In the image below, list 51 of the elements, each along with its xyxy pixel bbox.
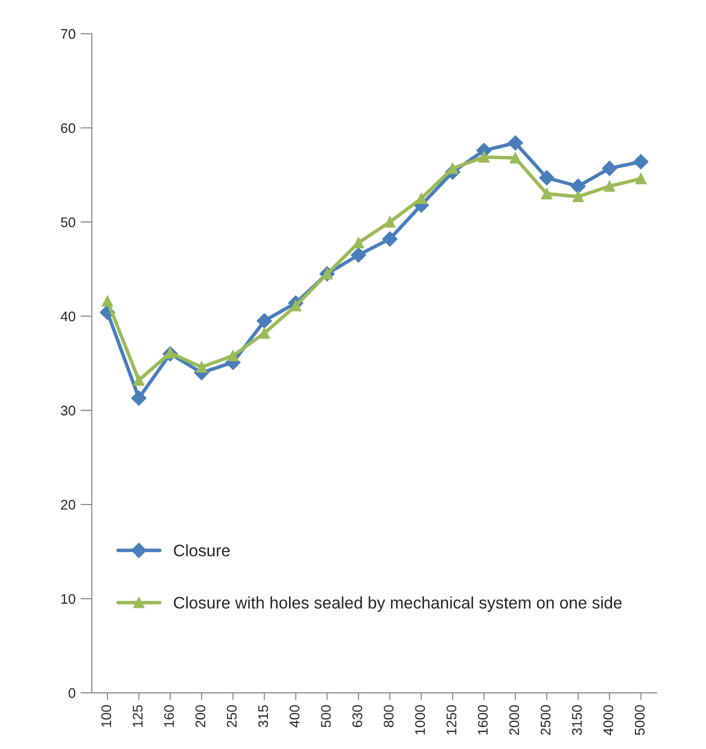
point bbox=[604, 180, 616, 192]
x-tick-label: 500 bbox=[321, 705, 331, 728]
y-tick-label: 50 bbox=[60, 217, 76, 228]
x-tick-label: 5000 bbox=[634, 705, 645, 735]
x-tick-label: 100 bbox=[101, 705, 112, 727]
x-tick-label: 630 bbox=[352, 705, 362, 728]
point bbox=[416, 192, 427, 204]
legend-label: Closure bbox=[174, 544, 230, 556]
point bbox=[350, 247, 366, 263]
x-tick-label: 315 bbox=[258, 705, 268, 728]
point bbox=[570, 178, 586, 194]
x-tick-label: 2500 bbox=[540, 705, 550, 735]
point bbox=[133, 374, 144, 386]
point bbox=[510, 152, 521, 164]
x-tick-label: 400 bbox=[290, 705, 300, 728]
point bbox=[131, 390, 146, 406]
x-tick-label: 200 bbox=[195, 705, 206, 728]
point bbox=[508, 135, 523, 150]
y-tick-label: 70 bbox=[61, 29, 76, 39]
point bbox=[633, 154, 648, 170]
point bbox=[227, 350, 239, 362]
y-tick-label: 20 bbox=[61, 500, 76, 510]
point bbox=[539, 170, 554, 186]
x-tick-label: 160 bbox=[164, 705, 174, 727]
x-tick-label: 1000 bbox=[415, 705, 425, 734]
point bbox=[602, 160, 618, 176]
x-tick-label: 1250 bbox=[446, 705, 456, 734]
point bbox=[102, 296, 114, 307]
x-tick-label: 2000 bbox=[509, 705, 520, 735]
point bbox=[384, 216, 396, 228]
point bbox=[572, 191, 584, 202]
x-tick-label: 3150 bbox=[572, 705, 582, 735]
y-tick-label: 60 bbox=[61, 123, 76, 134]
point bbox=[635, 173, 646, 184]
point bbox=[352, 237, 364, 248]
x-tick-label: 125 bbox=[132, 705, 143, 727]
point bbox=[196, 361, 208, 373]
x-tick-label: 250 bbox=[226, 705, 237, 728]
x-tick-label: 1600 bbox=[478, 705, 488, 734]
point bbox=[258, 328, 270, 339]
point bbox=[382, 231, 398, 247]
y-tick-label: 0 bbox=[68, 688, 76, 698]
y-tick-label: 30 bbox=[60, 406, 76, 416]
legend-label: Closure with holes sealed by mechanical system on one side bbox=[174, 596, 622, 612]
point bbox=[541, 188, 552, 200]
point bbox=[256, 313, 272, 328]
point bbox=[478, 152, 490, 163]
y-tick-label: 10 bbox=[61, 594, 76, 604]
x-tick-label: 800 bbox=[384, 705, 394, 728]
y-tick-label: 40 bbox=[60, 312, 76, 322]
x-tick-label: 4000 bbox=[603, 705, 614, 736]
